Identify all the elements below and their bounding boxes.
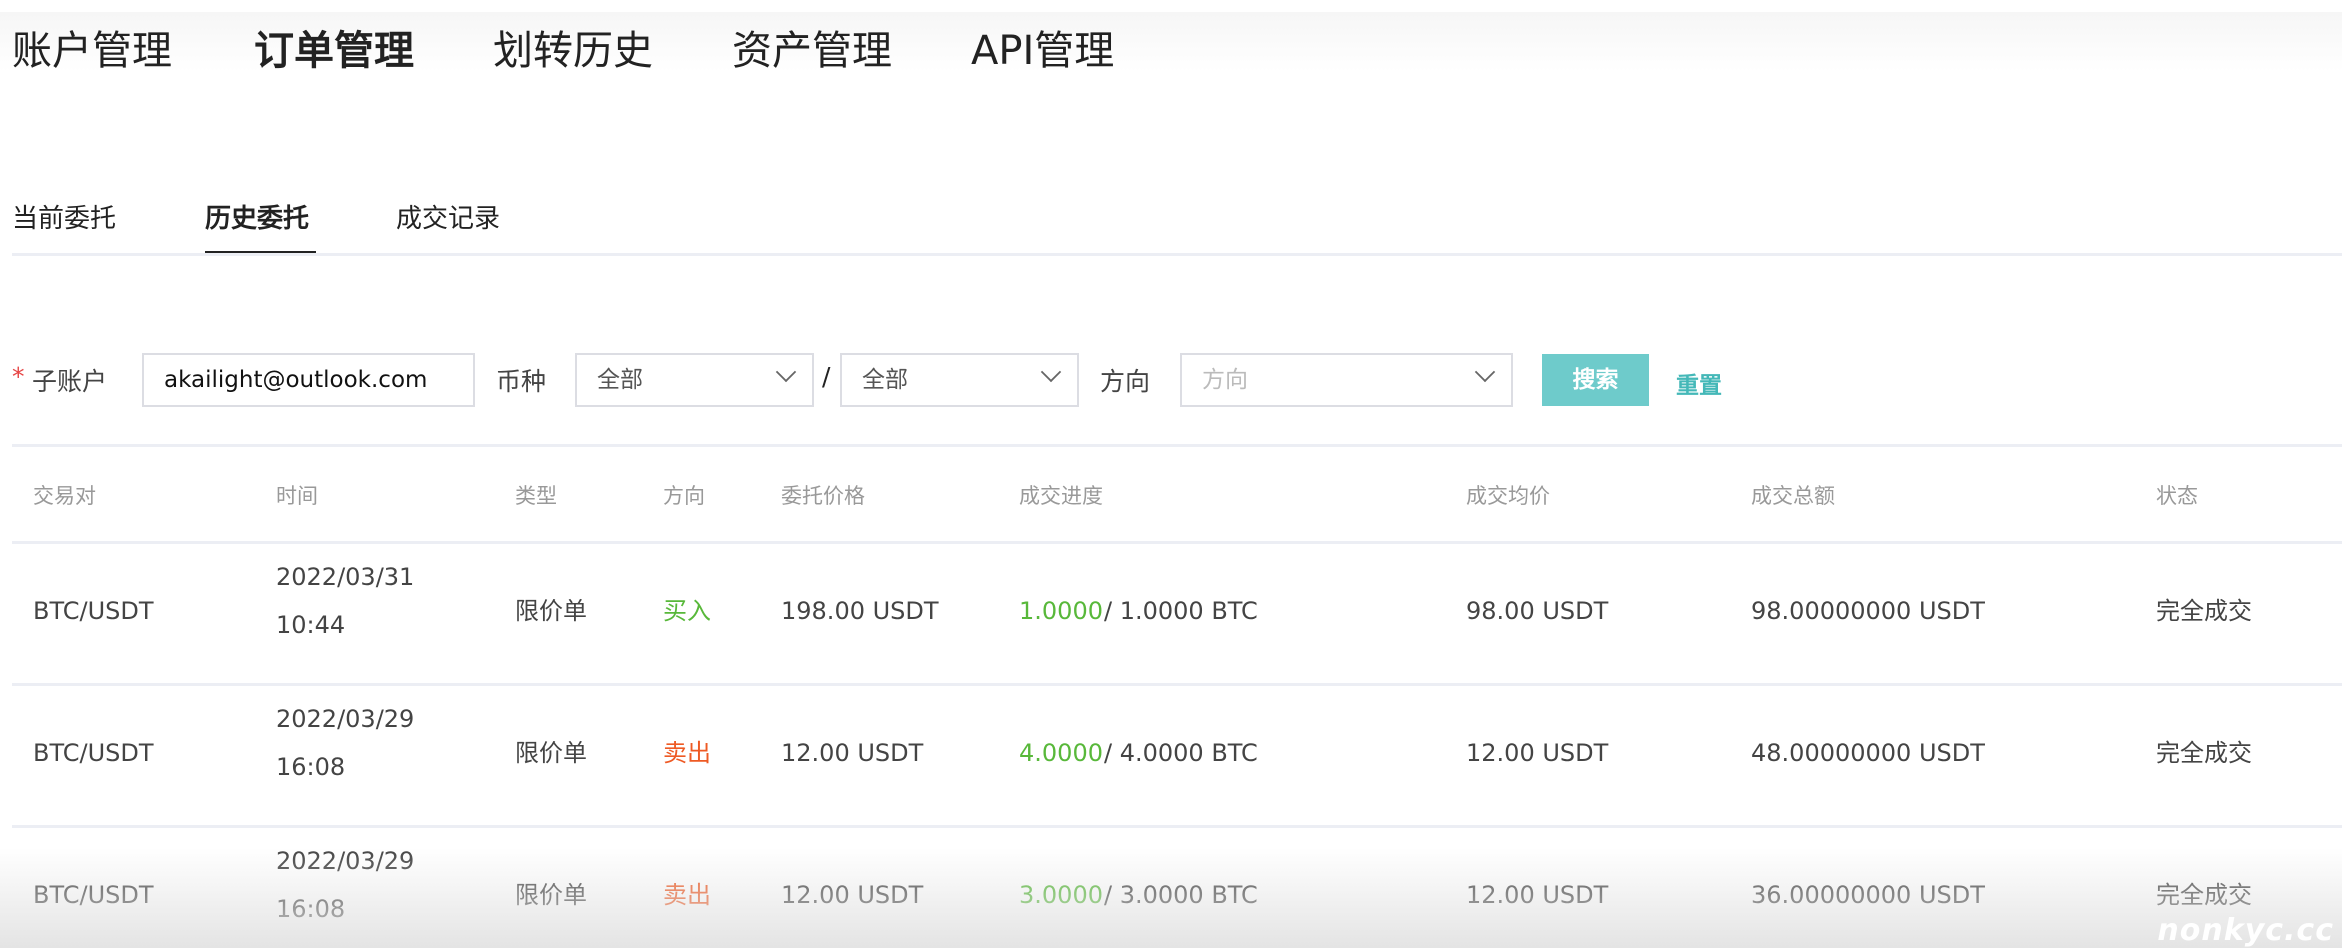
header-progress: 成交进度 — [1019, 484, 1103, 508]
row-divider — [12, 825, 2342, 828]
bottom-fade — [0, 848, 2342, 948]
cell-avg-price: 12.00 USDT — [1466, 739, 1609, 767]
filter-divider — [12, 444, 2342, 447]
cell-total: 98.00000000 USDT — [1751, 597, 1985, 625]
header-price: 委托价格 — [781, 484, 865, 508]
header-avg-price: 成交均价 — [1466, 484, 1550, 508]
tab-trade-records[interactable]: 成交记录 — [396, 204, 501, 234]
header-pair: 交易对 — [33, 484, 96, 508]
top-nav: 账户管理 订单管理 划转历史 资产管理 API管理 — [0, 12, 2342, 74]
chevron-down-icon — [775, 361, 797, 383]
reset-button[interactable]: 重置 — [1676, 373, 1722, 399]
quote-currency-select[interactable]: 全部 — [840, 353, 1079, 407]
direction-placeholder: 方向 — [1202, 367, 1248, 393]
cell-avg-price: 98.00 USDT — [1466, 597, 1609, 625]
cell-time: 10:44 — [276, 611, 346, 639]
chevron-down-icon — [1474, 361, 1496, 383]
nav-orders[interactable]: 订单管理 — [254, 28, 414, 74]
subaccount-label: 子账户 — [32, 367, 108, 396]
row-divider — [12, 541, 2342, 544]
watermark: nonkyc.cc — [2157, 913, 2334, 948]
tabs-divider — [12, 253, 2342, 256]
quote-currency-value: 全部 — [862, 367, 908, 393]
tab-current-orders[interactable]: 当前委托 — [12, 204, 117, 234]
currency-separator: / — [822, 362, 831, 391]
cell-side: 卖出 — [663, 739, 711, 767]
direction-select[interactable]: 方向 — [1180, 353, 1513, 407]
filled-qty: 4.0000 — [1019, 739, 1103, 767]
cell-type: 限价单 — [515, 597, 587, 625]
cell-pair: BTC/USDT — [33, 597, 154, 625]
cell-type: 限价单 — [515, 739, 587, 767]
nav-assets[interactable]: 资产管理 — [732, 28, 892, 74]
cell-status: 完全成交 — [2156, 739, 2252, 767]
tab-order-history[interactable]: 历史委托 — [205, 204, 310, 234]
cell-time: 16:08 — [276, 753, 346, 781]
cell-price: 198.00 USDT — [781, 597, 939, 625]
filled-qty: 1.0000 — [1019, 597, 1103, 625]
required-mark: * — [12, 362, 25, 391]
header-time: 时间 — [276, 484, 318, 508]
header-total: 成交总额 — [1751, 484, 1835, 508]
base-currency-select[interactable]: 全部 — [575, 353, 814, 407]
row-divider — [12, 683, 2342, 686]
chevron-down-icon — [1040, 361, 1062, 383]
direction-label: 方向 — [1100, 367, 1151, 396]
cell-date: 2022/03/29 — [276, 705, 415, 733]
currency-label: 币种 — [496, 367, 547, 396]
cell-date: 2022/03/31 — [276, 563, 415, 591]
header-side: 方向 — [663, 484, 705, 508]
cell-total: 48.00000000 USDT — [1751, 739, 1985, 767]
header-status: 状态 — [2156, 484, 2198, 508]
nav-account[interactable]: 账户管理 — [12, 28, 172, 74]
total-qty: / 4.0000 BTC — [1104, 739, 1258, 767]
cell-pair: BTC/USDT — [33, 739, 154, 767]
base-currency-value: 全部 — [597, 367, 643, 393]
subaccount-input[interactable]: akailight@outlook.com — [142, 353, 475, 407]
search-button[interactable]: 搜索 — [1542, 354, 1649, 406]
cell-status: 完全成交 — [2156, 597, 2252, 625]
cell-side: 买入 — [663, 597, 711, 625]
nav-api[interactable]: API管理 — [971, 28, 1115, 74]
header-type: 类型 — [515, 484, 557, 508]
total-qty: / 1.0000 BTC — [1104, 597, 1258, 625]
cell-price: 12.00 USDT — [781, 739, 924, 767]
nav-transfer-history[interactable]: 划转历史 — [493, 28, 653, 74]
